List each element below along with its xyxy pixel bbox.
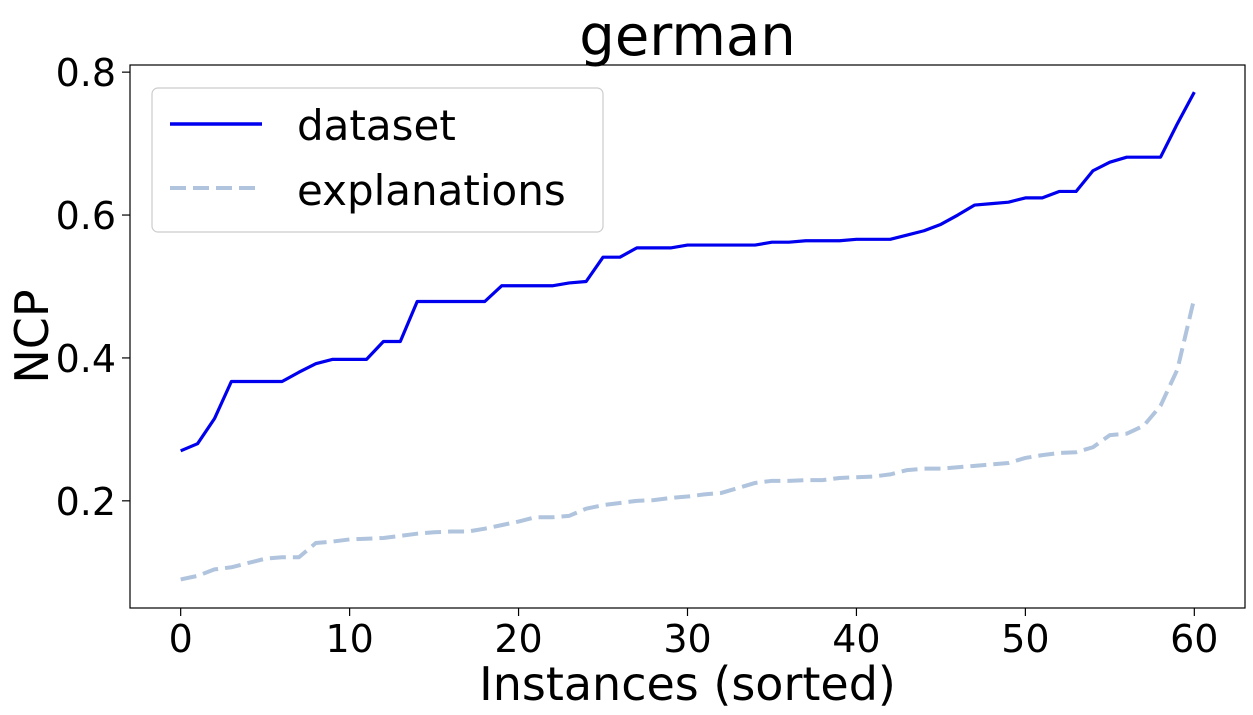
- series-layer: [180, 91, 1197, 582]
- plot-frame: [129, 64, 1246, 609]
- y-tick-label: 0.6: [56, 194, 116, 238]
- y-axis: 0.2 0.4 0.6 0.8: [56, 51, 130, 524]
- series-line-explanations: [180, 297, 1197, 582]
- series-line-dataset: [180, 91, 1196, 453]
- x-axis-label: Instances (sorted): [479, 657, 896, 711]
- x-tick-label: 0: [169, 617, 193, 661]
- y-axis-label: NCP: [5, 289, 59, 383]
- y-tick-label: 0.2: [56, 480, 116, 524]
- x-tick-label: 10: [325, 617, 373, 661]
- legend-label-dataset: dataset: [297, 101, 456, 150]
- legend-label-explanations: explanations: [297, 166, 566, 215]
- y-tick-label: 0.4: [56, 337, 116, 381]
- y-tick-label: 0.8: [56, 51, 116, 95]
- x-tick-label: 40: [832, 617, 880, 661]
- legend: dataset explanations: [151, 87, 604, 233]
- x-tick-label: 50: [1001, 617, 1049, 661]
- chart-title: german: [579, 4, 795, 69]
- x-axis: 0 10 20 30 40 50 60: [169, 608, 1218, 661]
- x-tick-label: 30: [663, 617, 711, 661]
- x-tick-label: 60: [1170, 617, 1218, 661]
- x-tick-label: 20: [494, 617, 542, 661]
- legend-box: [151, 87, 604, 233]
